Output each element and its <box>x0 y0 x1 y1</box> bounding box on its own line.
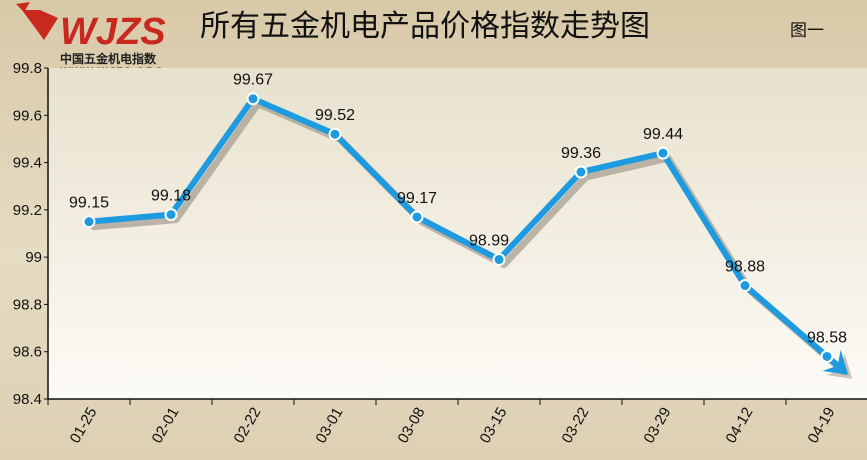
x-tick-label: 01-25 <box>67 405 101 447</box>
data-label: 98.99 <box>469 233 509 250</box>
y-tick-label: 99.8 <box>13 60 42 77</box>
x-tick-label: 03-01 <box>313 405 347 447</box>
data-label: 99.18 <box>151 188 191 205</box>
data-label: 99.67 <box>233 72 273 89</box>
data-label: 99.17 <box>397 190 437 207</box>
x-tick-label: 03-29 <box>641 405 675 447</box>
y-axis: 98.4 98.6 98.8 99 99.2 99.4 99.6 99.8 <box>13 60 49 408</box>
data-label: 99.15 <box>69 195 109 212</box>
data-point <box>164 208 178 222</box>
chart-title: 所有五金机电产品价格指数走势图 <box>200 9 650 44</box>
x-tick-label: 03-15 <box>477 405 511 447</box>
y-tick-label: 99.6 <box>13 107 42 124</box>
plot-area <box>48 68 867 399</box>
data-label: 99.44 <box>643 126 683 143</box>
x-tick-label: 02-22 <box>231 405 265 447</box>
logo-cn: 中国五金机电指数 <box>60 51 157 66</box>
y-tick-label: 99.2 <box>13 202 42 219</box>
y-tick-label: 98.4 <box>13 391 42 408</box>
data-labels: 99.15 99.18 99.67 99.52 99.17 98.99 99.36 99.44… <box>69 72 847 347</box>
y-tick-label: 99.4 <box>13 155 42 172</box>
x-axis: 01-25 02-01 02-22 03-01 03-08 03-15 03-22 03-29… <box>47 398 867 447</box>
data-label: 98.58 <box>807 329 847 346</box>
data-label: 98.88 <box>725 259 765 276</box>
data-point <box>82 215 96 229</box>
data-label: 99.52 <box>315 107 355 124</box>
x-tick-label: 03-08 <box>395 405 429 447</box>
y-tick-label: 98.6 <box>13 344 42 361</box>
data-label: 99.36 <box>561 145 601 162</box>
y-tick-label: 99 <box>25 249 42 266</box>
data-point <box>820 349 834 363</box>
data-point <box>410 210 424 224</box>
data-point <box>656 146 670 160</box>
x-tick-label: 04-19 <box>805 405 839 447</box>
data-point <box>328 127 342 141</box>
y-tick-label: 98.8 <box>13 296 42 313</box>
x-tick-label: 04-12 <box>723 405 757 447</box>
data-point <box>574 165 588 179</box>
logo-swoosh-icon <box>22 10 58 40</box>
data-point <box>246 92 260 106</box>
data-point <box>738 279 752 293</box>
x-tick-label: 03-22 <box>559 405 593 447</box>
logo-word: WJZS <box>60 11 166 53</box>
arrow-head-icon <box>822 349 849 375</box>
x-tick-label: 02-01 <box>149 405 183 447</box>
figure-label: 图一 <box>790 21 824 41</box>
logo: WJZS 中国五金机电指数 WWW.WJZS.ORG <box>16 2 166 78</box>
data-point <box>492 253 506 267</box>
series-line <box>82 92 853 379</box>
